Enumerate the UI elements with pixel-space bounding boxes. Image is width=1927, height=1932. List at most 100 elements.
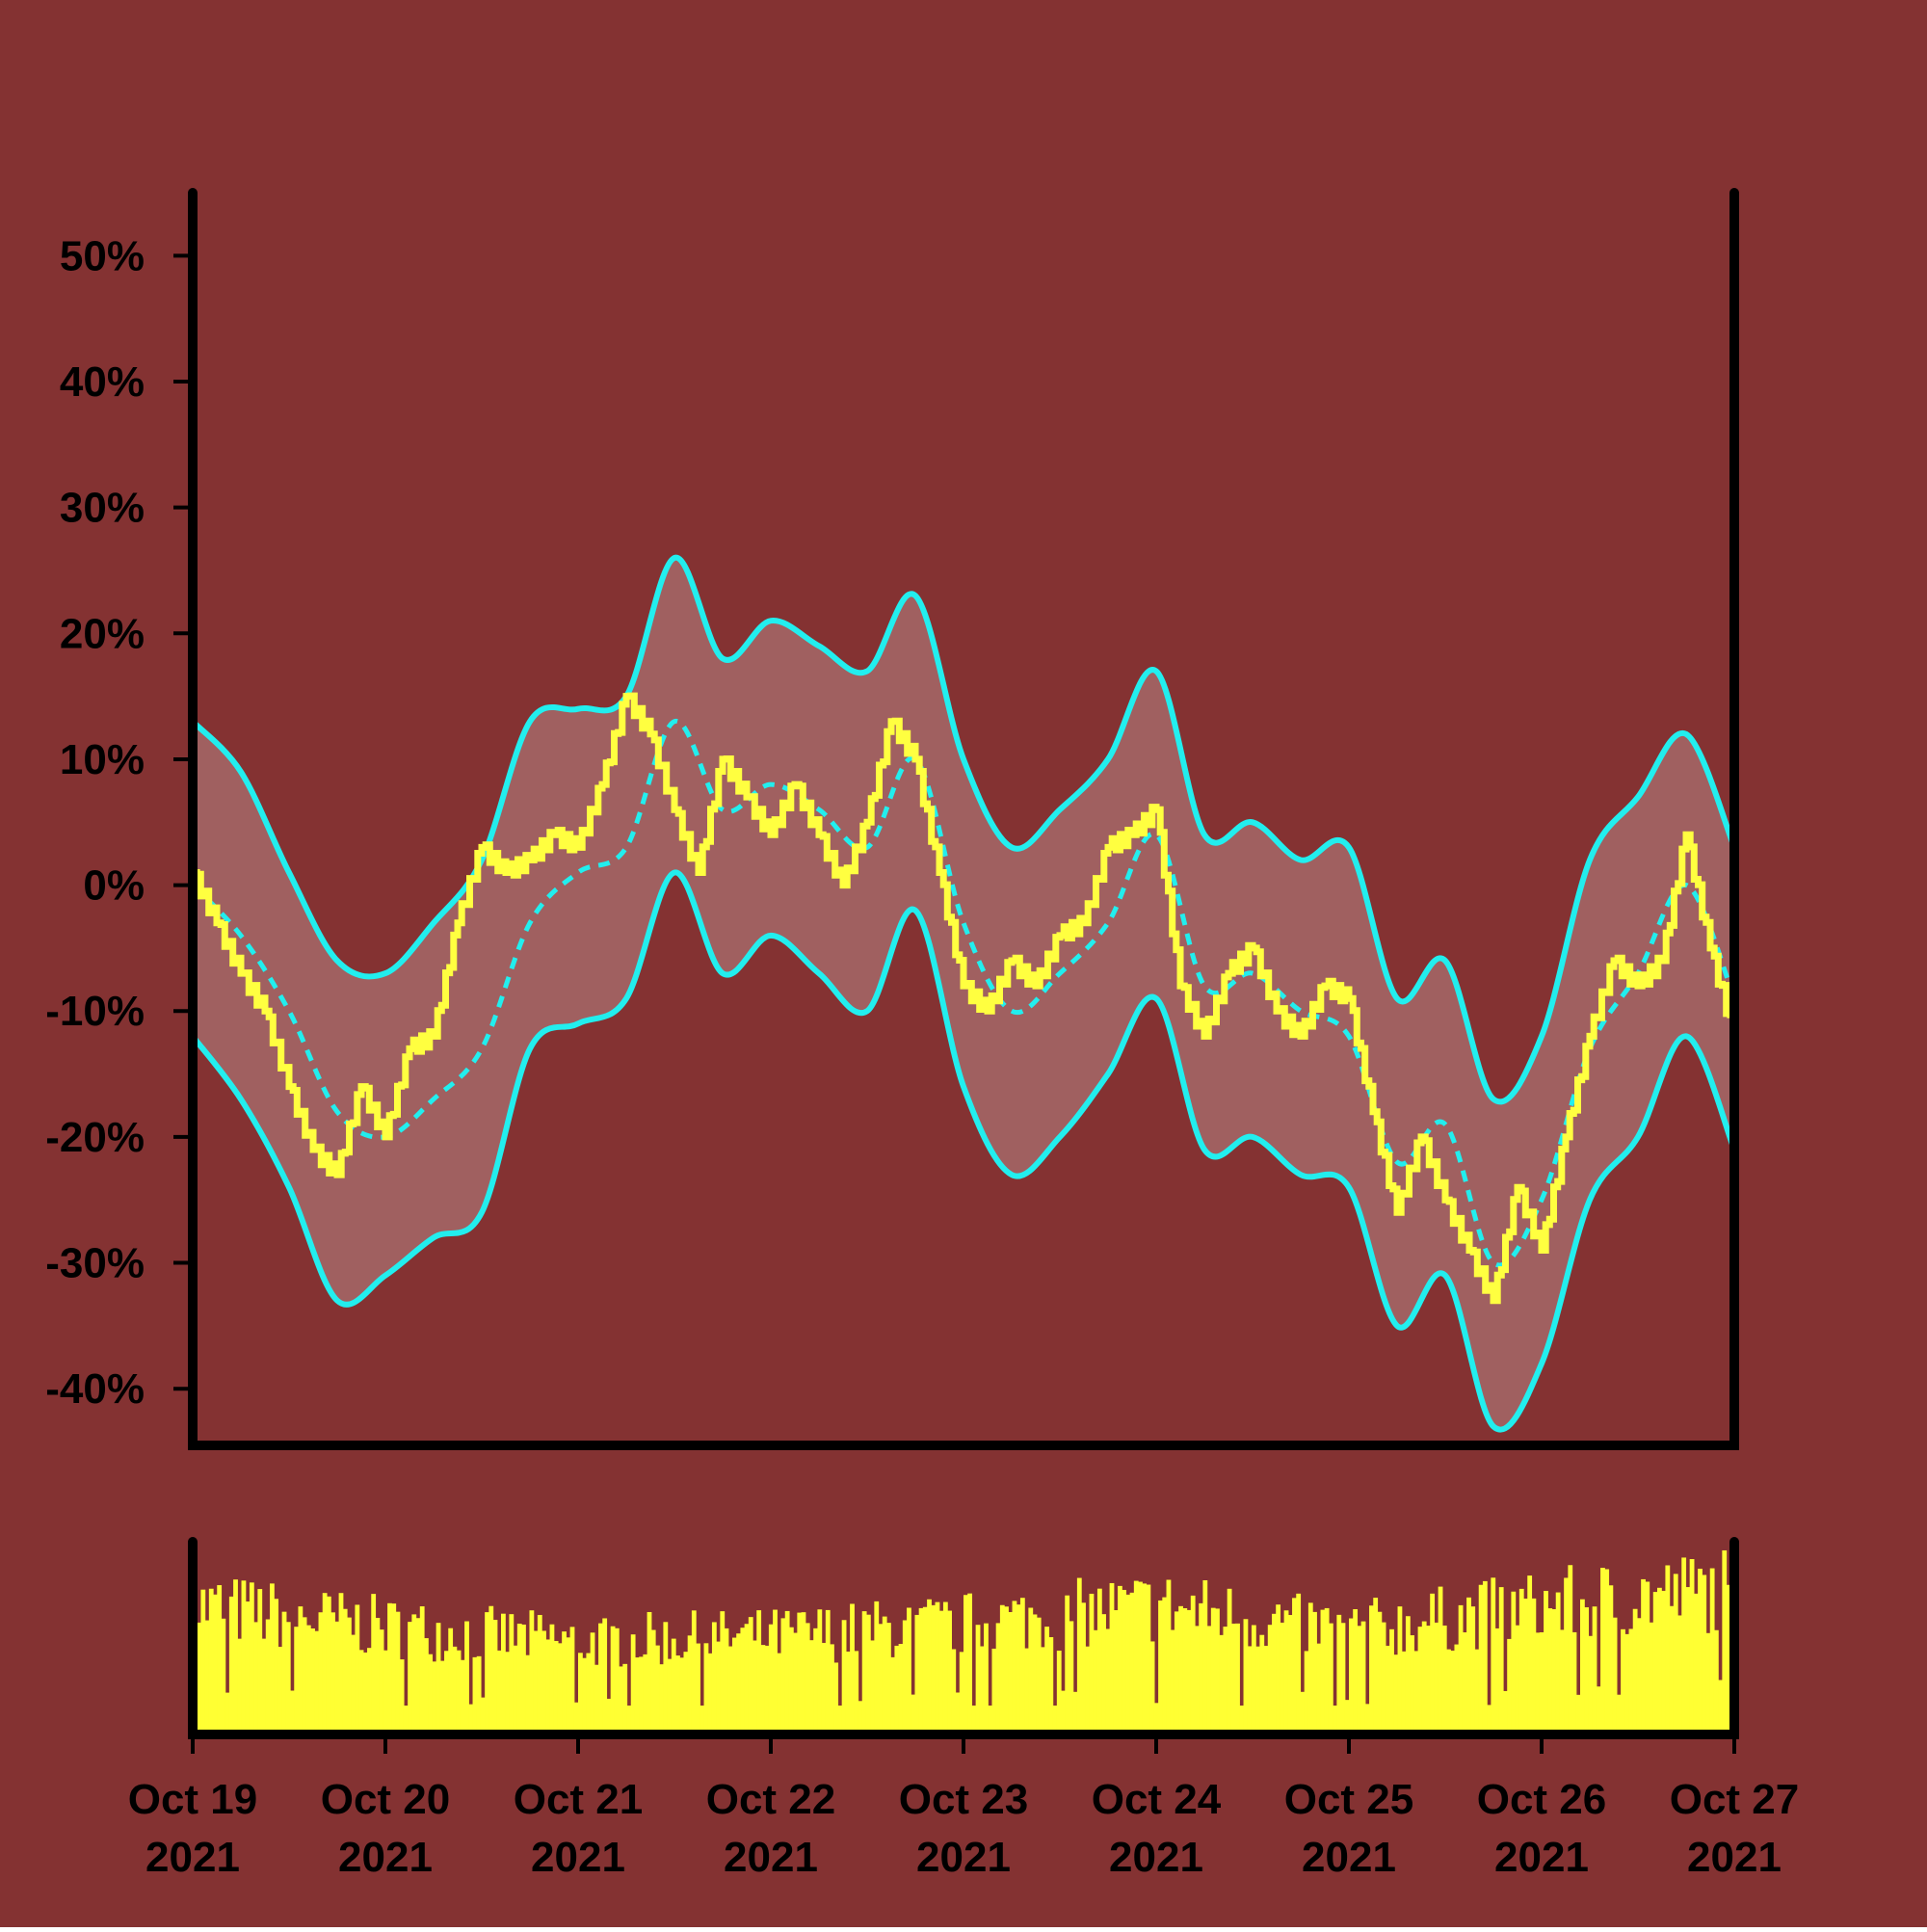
volume-bar	[736, 1633, 742, 1734]
volume-bar	[922, 1606, 928, 1734]
volume-bar	[898, 1644, 904, 1734]
volume-bar	[861, 1611, 867, 1734]
volume-bar	[513, 1645, 518, 1734]
volume-bar	[277, 1647, 283, 1734]
volume-bar	[253, 1622, 258, 1734]
volume-bar	[1438, 1586, 1443, 1734]
y-tick-label: 50%	[60, 232, 145, 279]
volume-bar	[1316, 1643, 1322, 1734]
volume-bar	[659, 1664, 665, 1734]
x-tick-label-date: Oct 22	[706, 1776, 836, 1823]
volume-bar	[1397, 1606, 1403, 1734]
volume-bar	[1199, 1602, 1204, 1734]
volume-bar	[1149, 1641, 1155, 1734]
volume-bar	[1446, 1649, 1451, 1734]
volume-bar	[1393, 1654, 1399, 1734]
volume-bar	[1105, 1628, 1111, 1734]
volume-bar	[1645, 1581, 1650, 1734]
x-tick-label-year: 2021	[145, 1834, 240, 1881]
volume-bar	[594, 1664, 599, 1734]
volume-bar	[1544, 1590, 1548, 1734]
volume-bar	[428, 1654, 434, 1734]
volume-bar	[988, 1706, 993, 1734]
volume-bar	[1693, 1593, 1699, 1734]
volume-bar	[200, 1589, 206, 1734]
volume-bar	[1016, 1604, 1021, 1734]
volume-bar	[1596, 1686, 1601, 1734]
volume-bar	[318, 1612, 324, 1734]
volume-bar	[975, 1625, 981, 1734]
volume-bar	[610, 1626, 616, 1734]
volume-bar	[626, 1706, 632, 1734]
volume-bar	[1101, 1614, 1106, 1734]
x-tick-label-date: Oct 21	[514, 1776, 644, 1823]
volume-bar	[1571, 1631, 1577, 1734]
volume-bar	[1689, 1559, 1695, 1734]
volume-bar	[634, 1657, 640, 1734]
volume-bar	[964, 1595, 968, 1734]
volume-bar	[403, 1706, 409, 1734]
volume-bar	[1373, 1598, 1379, 1734]
volume-bar	[326, 1596, 331, 1734]
volume-bar	[999, 1604, 1005, 1734]
y-tick-label: 20%	[60, 610, 145, 657]
volume-bar	[784, 1610, 790, 1734]
volume-bar	[1182, 1607, 1188, 1734]
volume-bar	[951, 1649, 957, 1734]
volume-bar	[756, 1610, 762, 1734]
volume-bar	[217, 1585, 223, 1734]
volume-bar	[1129, 1592, 1135, 1734]
volume-bar	[606, 1698, 612, 1734]
volume-bar	[724, 1628, 729, 1734]
volume-bar	[707, 1653, 713, 1734]
volume-bar	[918, 1607, 924, 1734]
volume-bar	[525, 1654, 531, 1734]
volume-bar	[1349, 1618, 1354, 1734]
volume-bar	[911, 1694, 916, 1734]
volume-bar	[330, 1612, 335, 1734]
volume-bar	[1056, 1650, 1062, 1734]
volume-bar	[338, 1593, 344, 1734]
volume-bar	[793, 1632, 798, 1734]
volume-bar	[703, 1643, 709, 1734]
x-tick-label-year: 2021	[531, 1834, 625, 1881]
volume-bar	[1024, 1648, 1029, 1734]
x-tick-label-year: 2021	[916, 1834, 1011, 1881]
volume-bar	[995, 1623, 1001, 1734]
volume-bar	[213, 1594, 218, 1734]
volume-bar	[870, 1640, 875, 1734]
volume-bar	[1652, 1592, 1658, 1734]
volume-bar	[355, 1604, 360, 1734]
volume-bar	[573, 1702, 579, 1734]
volume-bar	[1344, 1700, 1350, 1734]
volume-bar	[1515, 1625, 1520, 1734]
volume-bar	[586, 1653, 592, 1734]
volume-bar	[1153, 1703, 1159, 1734]
volume-bar	[927, 1599, 932, 1734]
volume-bar	[1421, 1621, 1427, 1734]
volume-bar	[858, 1701, 863, 1734]
volume-bar	[492, 1620, 498, 1734]
y-tick-label: -20%	[45, 1114, 145, 1161]
volume-bar	[886, 1623, 891, 1734]
x-tick-label-year: 2021	[1687, 1834, 1782, 1881]
volume-bar	[1122, 1589, 1127, 1734]
volume-bar	[1255, 1646, 1260, 1734]
volume-bar	[485, 1612, 489, 1734]
volume-bar	[228, 1596, 234, 1734]
volume-bar	[566, 1637, 571, 1734]
volume-bar	[298, 1606, 304, 1734]
volume-bar	[1162, 1597, 1168, 1734]
volume-bar	[1575, 1694, 1581, 1734]
lower-band-line	[190, 869, 1737, 1433]
volume-bar	[270, 1583, 275, 1734]
volume-bar	[1219, 1634, 1225, 1734]
volume-bar	[1287, 1615, 1293, 1734]
y-tick-label: 0%	[83, 862, 145, 910]
x-tick-label-year: 2021	[1302, 1834, 1396, 1881]
volume-bar	[1604, 1569, 1610, 1734]
volume-bar	[1113, 1610, 1119, 1734]
volume-bar	[1044, 1627, 1050, 1734]
volume-bar	[452, 1646, 458, 1734]
volume-bar	[1230, 1623, 1236, 1734]
